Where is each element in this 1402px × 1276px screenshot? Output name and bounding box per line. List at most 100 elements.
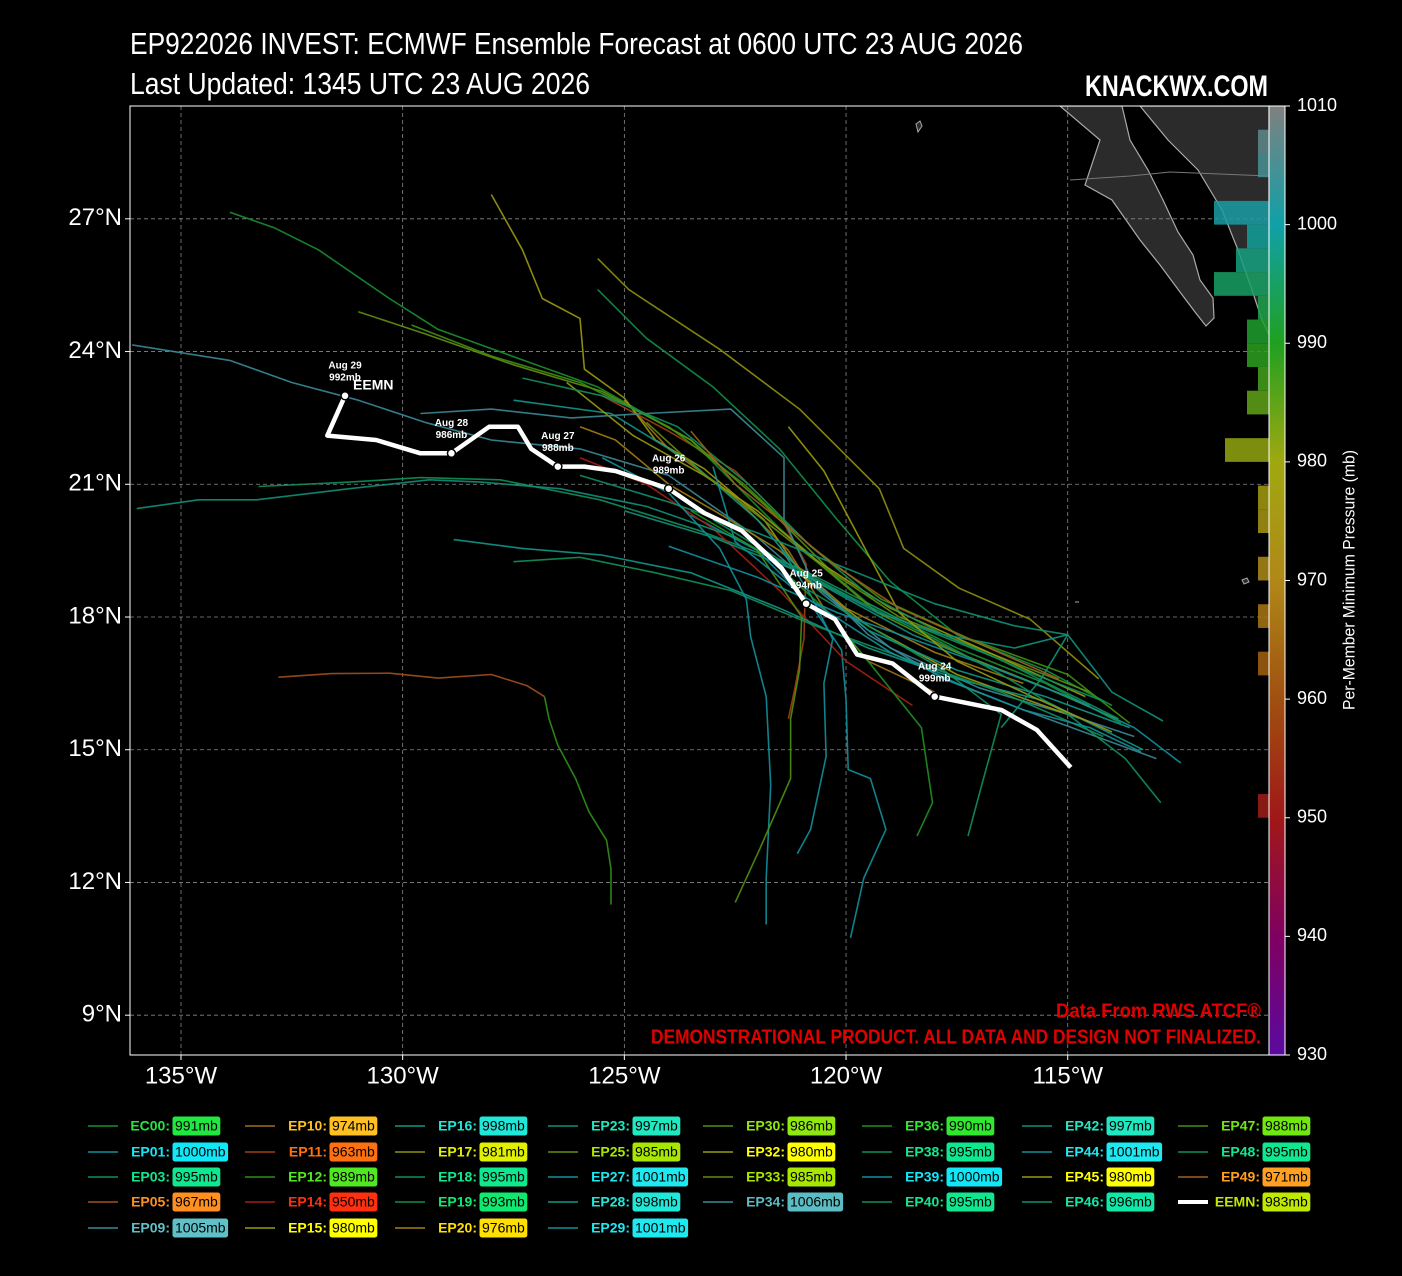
legend-name: EP16: (438, 1118, 477, 1134)
x-tick-label: 135°W (145, 1062, 218, 1089)
legend-name: EP46: (1065, 1194, 1104, 1210)
disclaimer: DEMONSTRATIONAL PRODUCT. ALL DATA AND DE… (651, 1026, 1261, 1048)
annotation-date: Aug 26 (652, 453, 686, 464)
legend-pressure: 1005mb (175, 1220, 226, 1236)
mean-point (929, 691, 940, 702)
legend-name: EP39: (905, 1169, 944, 1185)
histogram-bar (1258, 509, 1269, 534)
legend-pressure: 1001mb (635, 1169, 686, 1185)
legend-pressure-box (478, 1166, 529, 1188)
legend-pressure-box (631, 1217, 690, 1239)
annotation-date: Aug 28 (435, 418, 469, 429)
legend-name: EP47: (1221, 1118, 1260, 1134)
histogram-bar (1258, 153, 1269, 178)
tracks (132, 194, 1182, 938)
legend-name: EP05: (131, 1194, 170, 1210)
legend-pressure-box (1105, 1166, 1156, 1188)
member-track (690, 514, 887, 938)
y-tick-label: 18°N (68, 602, 122, 629)
legend-pressure-box (171, 1115, 222, 1137)
legend-pressure: 963mb (332, 1144, 375, 1160)
member-track (278, 672, 545, 698)
legend-name: EP25: (591, 1144, 630, 1160)
legend-pressure-box (328, 1115, 379, 1137)
legend: EC00: 991mb EP01: 1000mb EP03: 995mb EP05: 967m… (88, 1115, 1312, 1239)
legend-pressure: 995mb (949, 1144, 992, 1160)
annotation-pressure: 994mb (790, 580, 822, 591)
legend-pressure: 985mb (635, 1144, 678, 1160)
legend-name: EEMN: (1215, 1194, 1260, 1210)
colorbar-tick-label: 960 (1297, 688, 1327, 708)
annotation-date: Aug 29 (328, 360, 362, 371)
legend-name: EP15: (288, 1220, 327, 1236)
legend-pressure: 971mb (1265, 1169, 1308, 1185)
legend-name: EP20: (438, 1220, 477, 1236)
legend-pressure-box (1261, 1166, 1312, 1188)
legend-pressure-box (631, 1191, 682, 1213)
member-track (601, 456, 772, 925)
colorbar (1268, 105, 1286, 1056)
y-tick-label: 15°N (68, 735, 122, 762)
legend-pressure-box (1105, 1115, 1156, 1137)
legend-pressure-box (328, 1191, 379, 1213)
legend-pressure: 997mb (635, 1118, 678, 1134)
legend-pressure-box (328, 1166, 379, 1188)
member-track (579, 474, 1069, 729)
legend-pressure: 974mb (332, 1118, 375, 1134)
member-track (668, 545, 1182, 764)
histogram-bar (1225, 438, 1269, 462)
member-track (712, 466, 1142, 753)
legend-pressure-box (171, 1166, 222, 1188)
legend-pressure: 997mb (1109, 1118, 1152, 1134)
border-line (1069, 171, 1269, 181)
legend-pressure: 967mb (175, 1194, 218, 1210)
legend-pressure-box (786, 1141, 837, 1163)
legend-pressure: 990mb (949, 1118, 992, 1134)
annotation-pressure: 992mb (329, 372, 361, 383)
legend-name: EP12: (288, 1169, 327, 1185)
colorbar-tick-label: 1010 (1297, 95, 1337, 115)
legend-pressure: 950mb (332, 1194, 375, 1210)
member-track (712, 519, 1162, 804)
x-tick-label: 130°W (367, 1062, 440, 1089)
y-tick-label: 21°N (68, 470, 122, 497)
legend-name: EP30: (746, 1118, 785, 1134)
colorbar-tick-label: 930 (1297, 1044, 1327, 1064)
legend-pressure-box (631, 1166, 690, 1188)
legend-pressure: 995mb (949, 1194, 992, 1210)
annotation-pressure: 989mb (653, 465, 685, 476)
baja-peninsula (1059, 106, 1215, 327)
islands (915, 120, 1250, 603)
legend-pressure-box (786, 1115, 837, 1137)
legend-pressure: 988mb (1265, 1118, 1308, 1134)
legend-name: EP14: (288, 1194, 327, 1210)
member-track (579, 426, 1024, 685)
legend-pressure-box (786, 1166, 837, 1188)
legend-pressure: 996mb (1109, 1194, 1152, 1210)
member-track (597, 289, 1113, 707)
histogram-bar (1258, 129, 1269, 154)
legend-pressure: 983mb (1265, 1194, 1308, 1210)
legend-name: EP45: (1065, 1169, 1104, 1185)
annotation-date: Aug 27 (541, 431, 575, 442)
member-track (787, 426, 1113, 733)
mean-point (553, 461, 563, 472)
legend-name: EP33: (746, 1169, 785, 1185)
legend-pressure-box (478, 1191, 529, 1213)
annotation-pressure: 986mb (436, 430, 468, 441)
legend-name: EC00: (130, 1118, 170, 1134)
colorbar-tick-label: 980 (1297, 451, 1327, 471)
legend-pressure-box (328, 1217, 379, 1239)
x-tick-label: 120°W (810, 1062, 883, 1089)
legend-name: EP36: (905, 1118, 944, 1134)
member-track (411, 324, 1131, 724)
annotation-pressure: 988mb (542, 443, 574, 454)
legend-pressure: 976mb (482, 1220, 525, 1236)
member-track (597, 258, 1100, 680)
legend-pressure: 985mb (790, 1169, 833, 1185)
annotation-pressure: 999mb (919, 673, 951, 684)
legend-pressure: 995mb (175, 1169, 218, 1185)
x-tick-label: 115°W (1032, 1062, 1103, 1089)
legend-pressure-box (1261, 1191, 1312, 1213)
